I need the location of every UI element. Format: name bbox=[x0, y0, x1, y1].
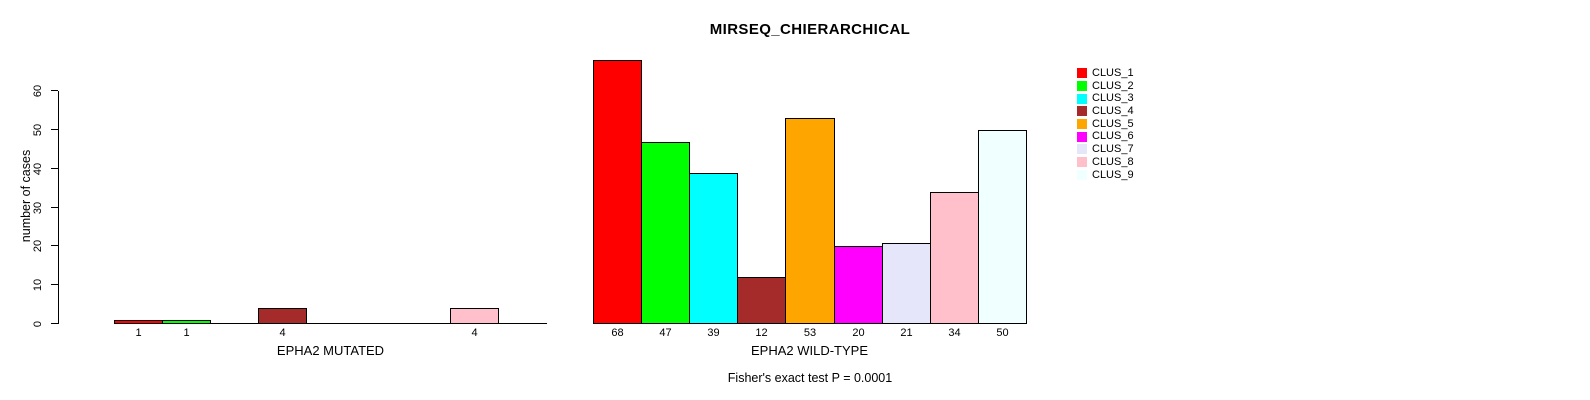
bar-value-label: 68 bbox=[611, 327, 624, 339]
wildtype-bar-clus-9 bbox=[978, 130, 1027, 324]
legend-swatch-icon bbox=[1077, 169, 1087, 180]
wildtype-bar-clus-3 bbox=[689, 173, 738, 324]
bar-value-label: 47 bbox=[659, 327, 672, 339]
legend-item-clus-9: CLUS_9 bbox=[1077, 169, 1134, 182]
legend-swatch-icon bbox=[1077, 119, 1087, 130]
y-tick bbox=[51, 90, 58, 91]
y-tick-label: 50 bbox=[32, 123, 44, 136]
wildtype-bar-clus-7 bbox=[882, 243, 931, 324]
y-tick bbox=[51, 245, 58, 246]
mutated-bar-clus-1 bbox=[114, 320, 163, 324]
bar-value-label: 53 bbox=[803, 327, 817, 339]
wildtype-bar-clus-4 bbox=[737, 277, 786, 324]
y-tick bbox=[51, 323, 58, 324]
x-axis-label-wildtype: EPHA2 WILD-TYPE bbox=[750, 343, 869, 358]
legend-item-clus-3: CLUS_3 bbox=[1077, 92, 1134, 105]
y-tick bbox=[51, 284, 58, 285]
y-tick-label: 60 bbox=[32, 84, 44, 97]
legend-swatch-icon bbox=[1077, 157, 1087, 168]
legend-item-clus-7: CLUS_7 bbox=[1077, 143, 1134, 156]
legend-item-clus-1: CLUS_1 bbox=[1077, 67, 1134, 80]
bar-value-label: 34 bbox=[948, 327, 961, 339]
bar-value-label: 21 bbox=[900, 327, 913, 339]
bar-value-label: 4 bbox=[279, 327, 286, 339]
legend-label: CLUS_4 bbox=[1092, 105, 1134, 118]
legend-item-clus-5: CLUS_5 bbox=[1077, 118, 1134, 131]
legend-swatch-icon bbox=[1077, 144, 1087, 155]
y-tick-label: 30 bbox=[32, 201, 44, 214]
legend-label: CLUS_9 bbox=[1092, 168, 1134, 181]
legend-label: CLUS_5 bbox=[1092, 117, 1134, 130]
mutated-bar-clus-4 bbox=[258, 308, 307, 324]
legend-label: CLUS_1 bbox=[1092, 67, 1134, 79]
wildtype-bar-clus-1 bbox=[593, 60, 642, 324]
legend-label: CLUS_3 bbox=[1092, 92, 1134, 105]
fisher-test-annotation: Fisher's exact test P = 0.0001 bbox=[727, 371, 893, 385]
legend-label: CLUS_8 bbox=[1092, 155, 1134, 168]
x-axis-label-mutated: EPHA2 MUTATED bbox=[276, 343, 385, 358]
bar-value-label: 12 bbox=[755, 327, 768, 339]
y-tick-label: 10 bbox=[32, 278, 44, 291]
legend-swatch-icon bbox=[1077, 131, 1087, 142]
legend-swatch-icon bbox=[1077, 93, 1087, 104]
wildtype-bar-clus-8 bbox=[930, 192, 979, 324]
y-axis-title: number of cases bbox=[19, 149, 33, 243]
chart-title: MIRSEQ_CHIERARCHICAL bbox=[709, 21, 911, 38]
wildtype-bar-clus-5 bbox=[785, 118, 835, 324]
y-tick bbox=[51, 168, 58, 169]
y-axis-line bbox=[58, 91, 59, 324]
y-tick-label: 0 bbox=[32, 320, 44, 327]
bar-value-label: 39 bbox=[707, 327, 720, 339]
bar-value-label: 4 bbox=[471, 327, 478, 339]
y-tick-label: 20 bbox=[32, 239, 44, 252]
legend-swatch-icon bbox=[1077, 81, 1087, 92]
legend-label: CLUS_7 bbox=[1092, 143, 1134, 156]
wildtype-bar-clus-2 bbox=[641, 142, 690, 324]
legend-swatch-icon bbox=[1077, 106, 1087, 117]
wildtype-bar-clus-6 bbox=[834, 246, 883, 324]
legend: CLUS_1 CLUS_2 CLUS_3 CLUS_4 CLUS_5 CLUS_6 CLUS… bbox=[1077, 67, 1134, 181]
y-tick bbox=[51, 129, 58, 130]
y-tick bbox=[51, 207, 58, 208]
legend-label: CLUS_2 bbox=[1092, 79, 1134, 92]
legend-label: CLUS_6 bbox=[1092, 130, 1134, 143]
bar-value-label: 1 bbox=[135, 327, 142, 339]
y-tick-label: 40 bbox=[32, 162, 44, 175]
legend-item-clus-6: CLUS_6 bbox=[1077, 130, 1134, 143]
bar-value-label: 50 bbox=[996, 327, 1009, 339]
legend-swatch-icon bbox=[1077, 68, 1087, 79]
mutated-x-axis-line bbox=[114, 323, 547, 324]
legend-item-clus-4: CLUS_4 bbox=[1077, 105, 1134, 118]
mutated-bar-clus-8 bbox=[450, 308, 499, 324]
bar-value-label: 1 bbox=[183, 327, 190, 339]
mutated-bar-clus-2 bbox=[162, 320, 211, 324]
legend-item-clus-2: CLUS_2 bbox=[1077, 80, 1134, 93]
legend-item-clus-8: CLUS_8 bbox=[1077, 156, 1134, 169]
bar-value-label: 20 bbox=[852, 327, 865, 339]
